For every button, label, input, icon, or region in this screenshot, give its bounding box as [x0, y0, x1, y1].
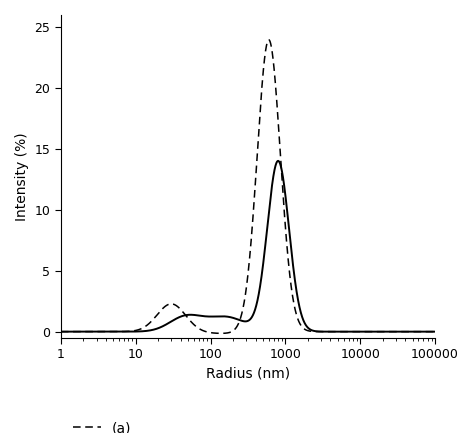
(a): [366, 329, 372, 334]
(a): [301, 326, 307, 332]
(a): [337, 329, 343, 334]
Y-axis label: Intensity (%): Intensity (%): [15, 132, 29, 221]
(b): [366, 329, 372, 334]
(b): [283, 192, 288, 197]
(a): [283, 225, 288, 230]
(b): [432, 329, 438, 334]
(b): [337, 329, 343, 334]
(b): [58, 329, 64, 334]
(a): [201, 328, 207, 333]
(b): [275, 158, 281, 164]
(a): [126, 329, 132, 334]
(b): [201, 313, 207, 319]
(a): [266, 37, 272, 42]
Line: (a): (a): [61, 40, 435, 333]
Legend: (a), (b): (a), (b): [68, 416, 137, 433]
(a): [58, 329, 64, 334]
(a): [432, 329, 438, 334]
(b): [301, 320, 307, 325]
Line: (b): (b): [61, 161, 435, 332]
X-axis label: Radius (nm): Radius (nm): [206, 367, 290, 381]
(b): [126, 329, 132, 334]
(a): [218, 331, 224, 336]
